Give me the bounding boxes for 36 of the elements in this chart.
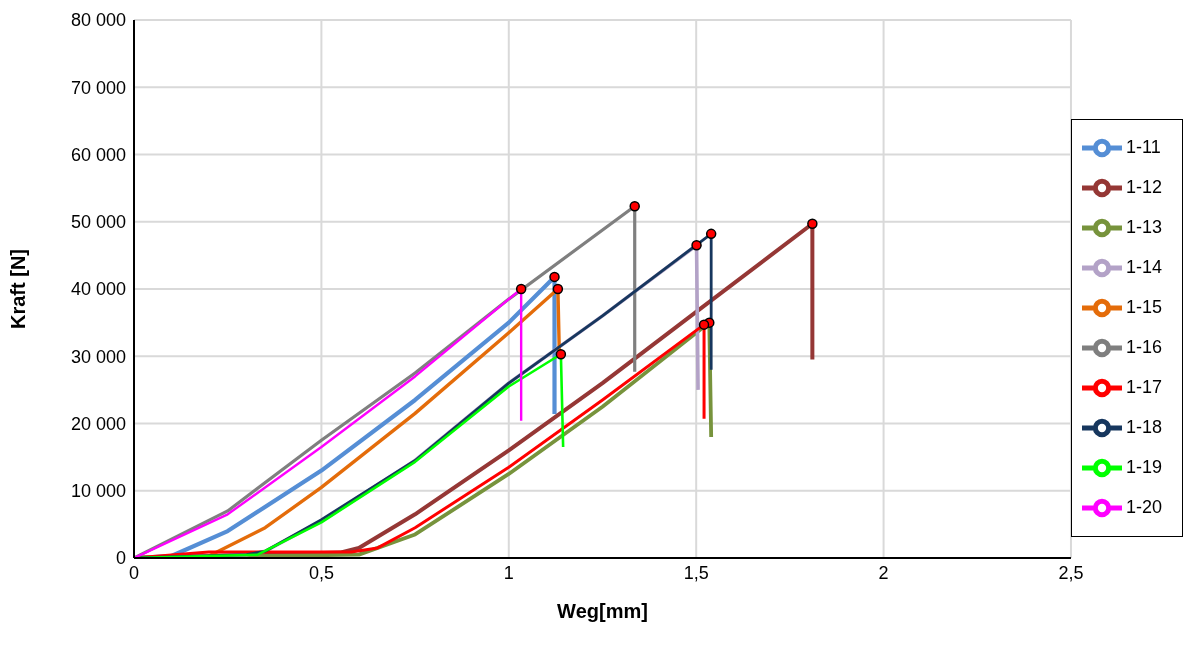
y-tick-label: 60 000 bbox=[70, 144, 126, 165]
point bbox=[552, 283, 564, 295]
x-tick-label: 1 bbox=[503, 562, 514, 583]
y-tick-label: 10 000 bbox=[70, 481, 126, 502]
legend-label: 1-20 bbox=[1125, 496, 1162, 517]
y-tick-label: 50 000 bbox=[70, 212, 126, 233]
y-tick-label: 0 bbox=[115, 548, 126, 569]
x-tick-label: 0 bbox=[128, 562, 140, 583]
y-tick-label: 40 000 bbox=[70, 279, 126, 300]
legend-label: 1-19 bbox=[1125, 456, 1162, 477]
legend-label: 1-15 bbox=[1125, 296, 1162, 317]
y-tick-label: 70 000 bbox=[70, 77, 126, 98]
legend-label: 1-13 bbox=[1125, 216, 1162, 237]
point bbox=[515, 283, 527, 295]
point bbox=[698, 319, 710, 330]
legend-label: 1-14 bbox=[1125, 256, 1162, 277]
x-tick-label: 2,5 bbox=[1058, 562, 1084, 583]
point bbox=[705, 228, 717, 240]
point bbox=[555, 348, 567, 360]
legend-label: 1-16 bbox=[1125, 336, 1162, 357]
y-tick-label: 30 000 bbox=[70, 346, 126, 367]
legend-label: 1-18 bbox=[1125, 416, 1162, 437]
legend-label: 1-12 bbox=[1125, 176, 1162, 197]
y-tick-label: 80 000 bbox=[70, 10, 126, 31]
x-axis-title: Weg[mm] bbox=[557, 600, 648, 622]
x-tick-label: 1,5 bbox=[683, 562, 709, 583]
legend-label: 1-11 bbox=[1125, 136, 1161, 157]
point bbox=[691, 240, 702, 251]
x-tick-label: 2 bbox=[878, 562, 889, 583]
y-axis-title: Kraft [N] bbox=[7, 249, 30, 329]
y-tick-label: 20 000 bbox=[70, 413, 126, 434]
legend-label: 1-17 bbox=[1125, 376, 1162, 397]
x-tick-label: 0,5 bbox=[308, 562, 334, 583]
point bbox=[807, 218, 818, 230]
point bbox=[629, 201, 640, 212]
point bbox=[549, 271, 560, 283]
